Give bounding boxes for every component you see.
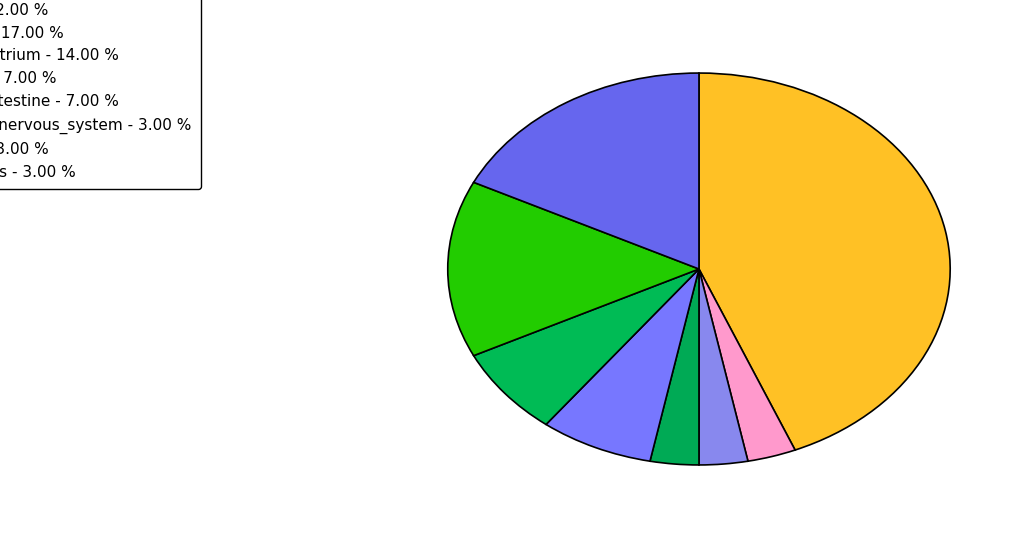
Wedge shape	[474, 269, 699, 424]
Wedge shape	[699, 269, 748, 465]
Wedge shape	[699, 269, 795, 461]
Wedge shape	[546, 269, 699, 461]
Wedge shape	[448, 182, 699, 356]
Legend: lung - 42.00 %, breast - 17.00 %, endometrium - 14.00 %, kidney - 7.00 %, large_: lung - 42.00 %, breast - 17.00 %, endome…	[0, 0, 201, 189]
Wedge shape	[474, 73, 699, 269]
Wedge shape	[650, 269, 699, 465]
Wedge shape	[699, 73, 950, 450]
